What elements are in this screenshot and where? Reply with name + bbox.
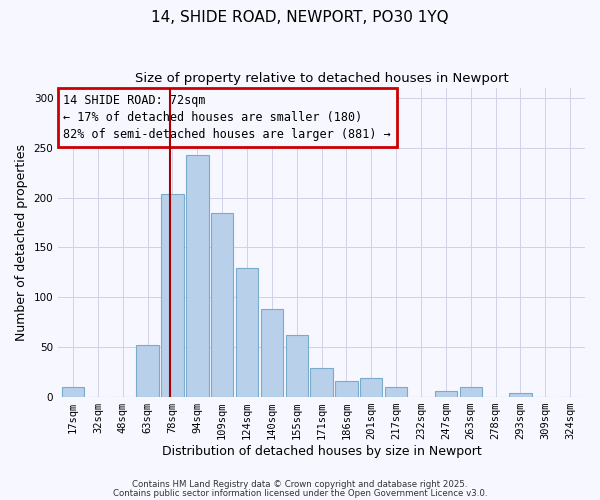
Y-axis label: Number of detached properties: Number of detached properties bbox=[15, 144, 28, 341]
Bar bbox=[62, 386, 84, 396]
Bar bbox=[260, 309, 283, 396]
Bar bbox=[360, 378, 382, 396]
Bar bbox=[434, 390, 457, 396]
Text: 14 SHIDE ROAD: 72sqm
← 17% of detached houses are smaller (180)
82% of semi-deta: 14 SHIDE ROAD: 72sqm ← 17% of detached h… bbox=[64, 94, 391, 141]
Text: Contains HM Land Registry data © Crown copyright and database right 2025.: Contains HM Land Registry data © Crown c… bbox=[132, 480, 468, 489]
Bar bbox=[385, 386, 407, 396]
X-axis label: Distribution of detached houses by size in Newport: Distribution of detached houses by size … bbox=[162, 444, 481, 458]
Bar bbox=[310, 368, 333, 396]
Title: Size of property relative to detached houses in Newport: Size of property relative to detached ho… bbox=[135, 72, 508, 86]
Bar bbox=[136, 345, 159, 397]
Text: 14, SHIDE ROAD, NEWPORT, PO30 1YQ: 14, SHIDE ROAD, NEWPORT, PO30 1YQ bbox=[151, 10, 449, 25]
Bar bbox=[335, 380, 358, 396]
Text: Contains public sector information licensed under the Open Government Licence v3: Contains public sector information licen… bbox=[113, 490, 487, 498]
Bar bbox=[460, 386, 482, 396]
Bar bbox=[236, 268, 258, 396]
Bar bbox=[161, 194, 184, 396]
Bar bbox=[286, 335, 308, 396]
Bar bbox=[509, 392, 532, 396]
Bar bbox=[186, 154, 209, 396]
Bar bbox=[211, 214, 233, 396]
